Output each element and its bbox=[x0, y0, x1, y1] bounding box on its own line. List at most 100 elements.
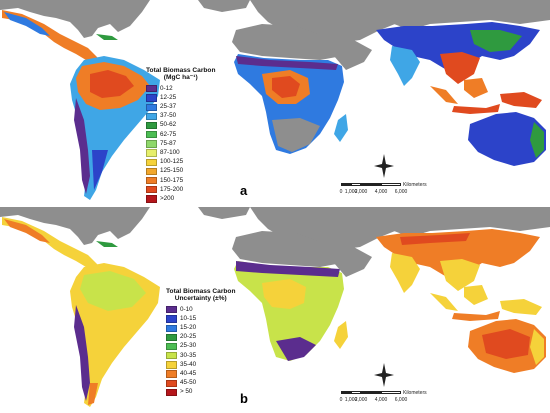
scale-tick: 1,000 bbox=[344, 189, 358, 195]
uncertainty-map bbox=[0, 207, 550, 407]
andes-strip bbox=[74, 305, 90, 401]
greenland-land bbox=[198, 0, 250, 12]
legend-entry: 40-45 bbox=[166, 370, 236, 379]
scale-tick: 6,000 bbox=[394, 189, 408, 195]
legend-title: Total Biomass Carbon (MgC ha⁻¹) bbox=[146, 67, 216, 81]
legend-label: 37-50 bbox=[160, 112, 177, 120]
africa-land bbox=[234, 261, 344, 361]
scale-segment bbox=[351, 183, 361, 186]
legend-entry: 25-30 bbox=[166, 342, 236, 351]
amazon-core bbox=[90, 70, 134, 98]
legend-swatch bbox=[166, 388, 177, 397]
scale-segment bbox=[361, 183, 381, 186]
australia-east-coast bbox=[530, 329, 544, 365]
caribbean-islands bbox=[96, 241, 118, 247]
legend-entry: 50-62 bbox=[146, 121, 216, 130]
legend-label: 100-125 bbox=[160, 158, 184, 166]
legend-entry: 75-87 bbox=[146, 139, 216, 148]
panel-b-uncertainty-map: Total Biomass Carbon Uncertainty (±%) 0-… bbox=[0, 207, 550, 413]
new-guinea bbox=[500, 299, 542, 315]
south-cone bbox=[92, 150, 108, 190]
legend-entry: 35-40 bbox=[166, 360, 236, 369]
mexico-dry-zone bbox=[4, 12, 50, 36]
scale-bar: Kilometers 0 1,000 2,000 4,000 6,000 bbox=[339, 390, 433, 403]
borneo bbox=[464, 78, 488, 98]
scale-segment bbox=[351, 391, 361, 394]
legend-swatch bbox=[166, 361, 177, 369]
legend-entry: 62-75 bbox=[146, 130, 216, 139]
legend-label: > 50 bbox=[180, 388, 193, 396]
scale-segment bbox=[341, 183, 351, 186]
legend-uncertainty: Total Biomass Carbon Uncertainty (±%) 0-… bbox=[166, 288, 236, 397]
south-africa-zone bbox=[276, 337, 316, 361]
scale-segment bbox=[381, 391, 401, 394]
legend-swatch bbox=[146, 112, 157, 120]
sahel-strip bbox=[236, 56, 338, 70]
legend-title-line-2: (MgC ha⁻¹) bbox=[163, 73, 198, 81]
legend-entry: 10-15 bbox=[166, 314, 236, 323]
legend-entry: 175-200 bbox=[146, 185, 216, 194]
china-south bbox=[470, 30, 522, 52]
amazon-zone bbox=[80, 271, 146, 311]
legend-label: 125-150 bbox=[160, 167, 184, 175]
congo-zone bbox=[262, 279, 306, 309]
legend-swatch bbox=[166, 370, 177, 378]
legend-label: 25-37 bbox=[160, 103, 177, 110]
southern-tip bbox=[88, 383, 98, 405]
scale-segment bbox=[361, 391, 381, 394]
legend-label: 15-20 bbox=[180, 324, 197, 331]
legend-label: 175-200 bbox=[160, 185, 184, 193]
andes-strip bbox=[74, 98, 90, 194]
legend-label: >200 bbox=[160, 194, 175, 202]
sahel-strip bbox=[236, 261, 340, 277]
scale-units: Kilometers bbox=[403, 182, 427, 188]
caribbean-islands bbox=[96, 34, 118, 40]
new-guinea bbox=[500, 92, 542, 108]
legend-label: 150-175 bbox=[160, 176, 184, 184]
legend-entry: 45-50 bbox=[166, 379, 236, 388]
scale-tick: 4,000 bbox=[374, 397, 388, 403]
north-america-land bbox=[0, 207, 150, 245]
north-arrow-icon bbox=[374, 154, 394, 178]
scale-tick: 2,000 bbox=[354, 189, 368, 195]
sulawesi-java bbox=[452, 104, 500, 114]
congo-core bbox=[272, 76, 300, 98]
legend-label: 30-35 bbox=[180, 351, 197, 359]
legend-swatch bbox=[146, 149, 157, 157]
legend-entry: 87-100 bbox=[146, 149, 216, 158]
legend-label: 20-25 bbox=[180, 333, 197, 341]
legend-rows: 0-10 10-15 15-20 20-25 25-30 30-35 35-40 40-45 4… bbox=[166, 305, 236, 397]
legend-swatch bbox=[146, 167, 157, 176]
legend-label: 75-87 bbox=[160, 139, 177, 147]
legend-swatch bbox=[146, 158, 157, 166]
scale-units: Kilometers bbox=[403, 390, 427, 396]
legend-swatch bbox=[146, 131, 157, 139]
arabia-land bbox=[320, 241, 372, 277]
panel-letter-b: b bbox=[240, 391, 248, 406]
africa-north-desert bbox=[232, 24, 342, 60]
legend-title-line-1: Total Biomass Carbon bbox=[146, 67, 216, 74]
legend-label: 35-40 bbox=[180, 360, 197, 368]
legend-entry: >200 bbox=[146, 194, 216, 203]
mexico-zone bbox=[4, 219, 50, 243]
arabia-land bbox=[320, 34, 372, 70]
scale-segment bbox=[381, 183, 401, 186]
scale-tick: 0 bbox=[339, 189, 343, 195]
scale-tick: 1,000 bbox=[344, 397, 358, 403]
australia-land bbox=[468, 112, 546, 166]
biomass-map bbox=[0, 0, 550, 200]
legend-swatch bbox=[146, 103, 157, 111]
legend-title-line-2: Uncertainty (±%) bbox=[174, 294, 227, 302]
india-land bbox=[390, 253, 420, 293]
scale-bar: Kilometers 0 1,000 2,000 4,000 6,000 bbox=[339, 182, 433, 195]
madagascar bbox=[334, 321, 348, 349]
legend-swatch bbox=[166, 306, 177, 314]
himalaya-strip bbox=[400, 233, 470, 245]
legend-title-line-1: Total Biomass Carbon bbox=[166, 288, 236, 295]
legend-swatch bbox=[166, 352, 177, 360]
southeast-asia-zone bbox=[440, 259, 480, 291]
scale-tick: 0 bbox=[339, 397, 343, 403]
legend-swatch bbox=[166, 333, 177, 341]
legend-entry: 20-25 bbox=[166, 333, 236, 342]
